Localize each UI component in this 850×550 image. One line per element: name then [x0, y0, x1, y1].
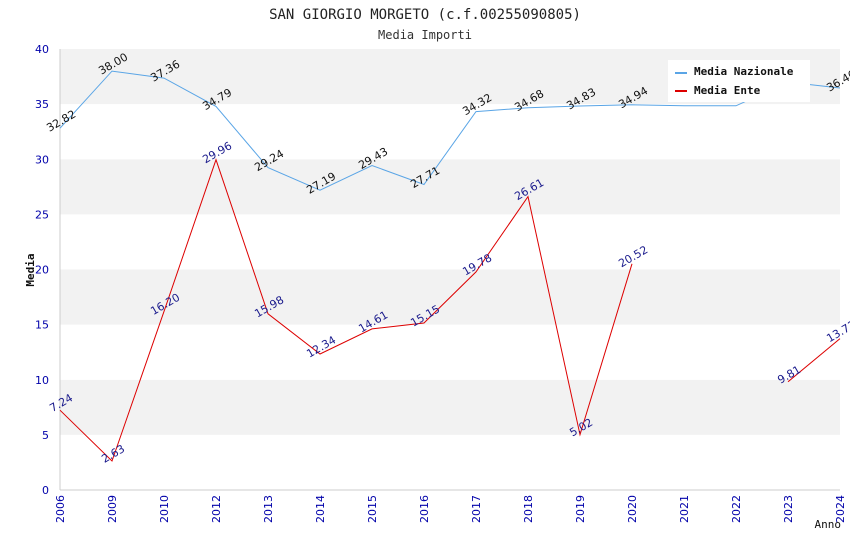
- y-tick-label: 40: [35, 43, 49, 56]
- x-tick-label: 2023: [782, 495, 795, 523]
- x-axis-label: Anno: [815, 518, 842, 531]
- legend-label-media-nazionale: Media Nazionale: [694, 65, 794, 78]
- chart-title: SAN GIORGIO MORGETO (c.f.00255090805): [269, 7, 581, 23]
- x-tick-label: 2019: [574, 495, 587, 523]
- x-tick-label: 2009: [106, 495, 119, 523]
- grid-bands: [60, 49, 840, 490]
- y-tick-label: 5: [42, 429, 49, 442]
- grid-band: [60, 214, 840, 270]
- x-tick-label: 2024: [834, 495, 847, 523]
- grid-band: [60, 434, 840, 490]
- y-tick-label: 0: [42, 484, 49, 497]
- grid-band: [60, 379, 840, 435]
- series-line-media-ente: [59, 158, 633, 462]
- legend-box: [668, 60, 810, 102]
- y-tick-label: 25: [35, 208, 49, 221]
- x-tick-label: 2014: [314, 495, 327, 523]
- x-tick-label: 2013: [262, 495, 275, 523]
- legend: Media Nazionale Media Ente: [668, 60, 810, 102]
- x-tick-label: 2020: [626, 495, 639, 523]
- x-tick-label: 2021: [678, 495, 691, 523]
- y-tick-label: 30: [35, 153, 49, 166]
- grid-band: [60, 324, 840, 380]
- x-tick-label: 2010: [158, 495, 171, 523]
- x-tick-label: 2012: [210, 495, 223, 523]
- x-tick-label: 2016: [418, 495, 431, 523]
- x-tick-label: 2006: [54, 495, 67, 523]
- y-axis-label: Media: [24, 253, 37, 286]
- y-tick-label: 20: [35, 264, 49, 277]
- series-line-media-ente: [787, 338, 841, 383]
- x-tick-label: 2018: [522, 495, 535, 523]
- x-tick-label: 2017: [470, 495, 483, 523]
- x-tick-label: 2015: [366, 495, 379, 523]
- legend-label-media-ente: Media Ente: [694, 84, 761, 97]
- series-line-media-nazionale: [59, 70, 841, 191]
- x-axis-ticks: 2006 2009 2010 2012 2013 2014 2015 2016 2017 2018…: [54, 495, 847, 523]
- y-axis-ticks: 0 5 10 15 20 25 30 35 40: [35, 43, 49, 497]
- y-tick-label: 15: [35, 319, 49, 332]
- grid-band: [60, 159, 840, 215]
- chart-subtitle: Media Importi: [378, 28, 472, 42]
- y-tick-label: 10: [35, 374, 49, 387]
- x-tick-label: 2022: [730, 495, 743, 523]
- grid-band: [60, 104, 840, 160]
- y-tick-label: 35: [35, 98, 49, 111]
